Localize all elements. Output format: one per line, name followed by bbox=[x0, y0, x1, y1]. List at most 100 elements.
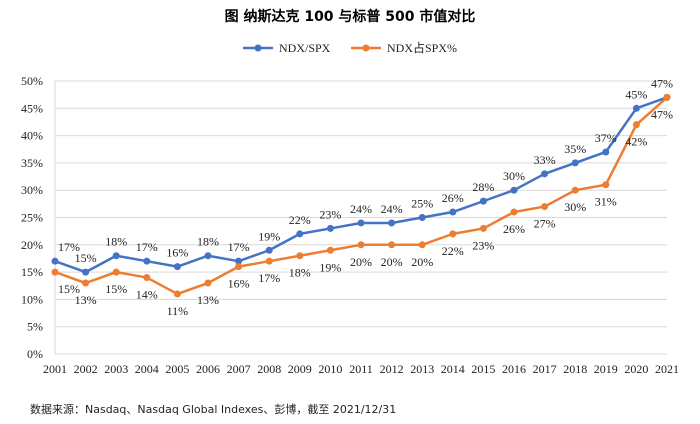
x-tick-label: 2015 bbox=[471, 362, 495, 376]
data-point bbox=[173, 263, 181, 271]
data-point bbox=[510, 208, 518, 216]
legend-swatch-marker bbox=[254, 44, 262, 52]
grid bbox=[55, 80, 667, 355]
data-label: 42% bbox=[625, 135, 647, 149]
y-tick-label: 50% bbox=[21, 74, 43, 88]
data-point bbox=[265, 246, 273, 254]
x-tick-label: 2010 bbox=[318, 362, 342, 376]
legend-label: NDX占SPX% bbox=[387, 40, 457, 55]
data-label: 17% bbox=[58, 240, 80, 254]
data-point bbox=[510, 186, 518, 194]
data-label: 22% bbox=[442, 244, 464, 258]
x-tick-label: 2002 bbox=[74, 362, 98, 376]
y-tick-label: 25% bbox=[21, 211, 43, 225]
x-tick-label: 2018 bbox=[563, 362, 587, 376]
y-tick-label: 40% bbox=[21, 129, 43, 143]
data-label: 23% bbox=[472, 238, 494, 252]
x-tick-label: 2017 bbox=[533, 362, 557, 376]
x-tick-label: 2016 bbox=[502, 362, 526, 376]
data-label: 14% bbox=[136, 288, 158, 302]
data-label: 33% bbox=[534, 153, 556, 167]
axes: 0% 5% 10% 15% 20% 25% 30% 35% 40% 45% 50% 2001 2002 2… bbox=[21, 74, 679, 376]
data-point bbox=[326, 246, 334, 254]
data-label: 19% bbox=[319, 260, 341, 274]
x-tick-label: 2019 bbox=[594, 362, 618, 376]
data-point bbox=[112, 268, 120, 276]
data-point bbox=[357, 241, 365, 249]
x-tick-label: 2013 bbox=[410, 362, 434, 376]
chart-title: 图 纳斯达克 100 与标普 500 市值对比 bbox=[225, 8, 476, 25]
data-label: 24% bbox=[381, 202, 403, 216]
data-label: 15% bbox=[75, 251, 97, 265]
data-label: 31% bbox=[595, 195, 617, 209]
data-label: 37% bbox=[595, 131, 617, 145]
x-tick-label: 2001 bbox=[43, 362, 67, 376]
y-tick-label: 10% bbox=[21, 292, 43, 306]
data-point bbox=[204, 252, 212, 260]
data-label: 30% bbox=[564, 200, 586, 214]
data-label: 13% bbox=[75, 293, 97, 307]
data-label: 20% bbox=[381, 255, 403, 269]
data-point bbox=[632, 104, 640, 112]
y-tick-label: 5% bbox=[27, 320, 43, 334]
data-point bbox=[418, 214, 426, 221]
data-point bbox=[388, 219, 396, 227]
x-tick-label: 2021 bbox=[655, 362, 679, 376]
data-label: 17% bbox=[258, 271, 280, 285]
x-tick-label: 2007 bbox=[227, 362, 251, 376]
data-point bbox=[479, 224, 487, 232]
data-label: 45% bbox=[625, 87, 647, 101]
legend: NDX/SPX NDX占SPX% bbox=[243, 40, 457, 55]
data-point bbox=[112, 252, 120, 260]
data-label: 17% bbox=[228, 240, 250, 254]
x-tick-label: 2020 bbox=[624, 362, 648, 376]
data-label: 19% bbox=[258, 229, 280, 243]
data-label: 18% bbox=[289, 266, 311, 280]
x-tick-label: 2014 bbox=[441, 362, 465, 376]
data-point bbox=[418, 241, 426, 249]
data-point bbox=[479, 197, 487, 205]
data-point bbox=[571, 186, 579, 194]
data-label: 24% bbox=[350, 202, 372, 216]
data-point bbox=[143, 274, 151, 282]
data-point bbox=[265, 257, 273, 265]
data-label: 18% bbox=[197, 235, 219, 249]
data-label: 35% bbox=[564, 142, 586, 156]
data-label: 28% bbox=[472, 180, 494, 194]
data-label: 13% bbox=[197, 293, 219, 307]
x-tick-label: 2011 bbox=[349, 362, 373, 376]
y-tick-label: 15% bbox=[21, 265, 43, 279]
legend-swatch-marker bbox=[362, 44, 370, 52]
data-point bbox=[541, 170, 549, 178]
data-label: 26% bbox=[442, 191, 464, 205]
data-point bbox=[602, 181, 610, 189]
data-label: 17% bbox=[136, 240, 158, 254]
data-point bbox=[602, 148, 610, 156]
x-tick-label: 2012 bbox=[380, 362, 404, 376]
data-point bbox=[51, 268, 59, 276]
y-tick-label: 20% bbox=[21, 238, 43, 252]
data-point bbox=[82, 279, 90, 287]
data-point bbox=[82, 268, 90, 276]
data-label: 47% bbox=[651, 107, 673, 121]
data-point bbox=[296, 252, 304, 260]
x-tick-label: 2008 bbox=[257, 362, 281, 376]
y-tick-label: 35% bbox=[21, 156, 43, 170]
data-point bbox=[541, 203, 549, 211]
x-tick-label: 2009 bbox=[288, 362, 312, 376]
data-point bbox=[235, 263, 243, 271]
source-note: 数据来源：Nasdaq、Nasdaq Global Indexes、彭博，截至 … bbox=[30, 402, 396, 416]
data-point bbox=[296, 230, 304, 238]
data-point bbox=[663, 93, 671, 101]
data-label: 30% bbox=[503, 169, 525, 183]
data-point bbox=[326, 224, 334, 232]
data-label: 25% bbox=[411, 197, 433, 211]
series bbox=[51, 93, 671, 298]
data-point bbox=[51, 257, 59, 265]
data-point bbox=[235, 257, 243, 265]
data-point bbox=[571, 159, 579, 167]
x-tick-label: 2004 bbox=[135, 362, 159, 376]
data-label: 16% bbox=[166, 246, 188, 260]
y-tick-label: 0% bbox=[27, 347, 43, 361]
data-label: 15% bbox=[58, 282, 80, 296]
